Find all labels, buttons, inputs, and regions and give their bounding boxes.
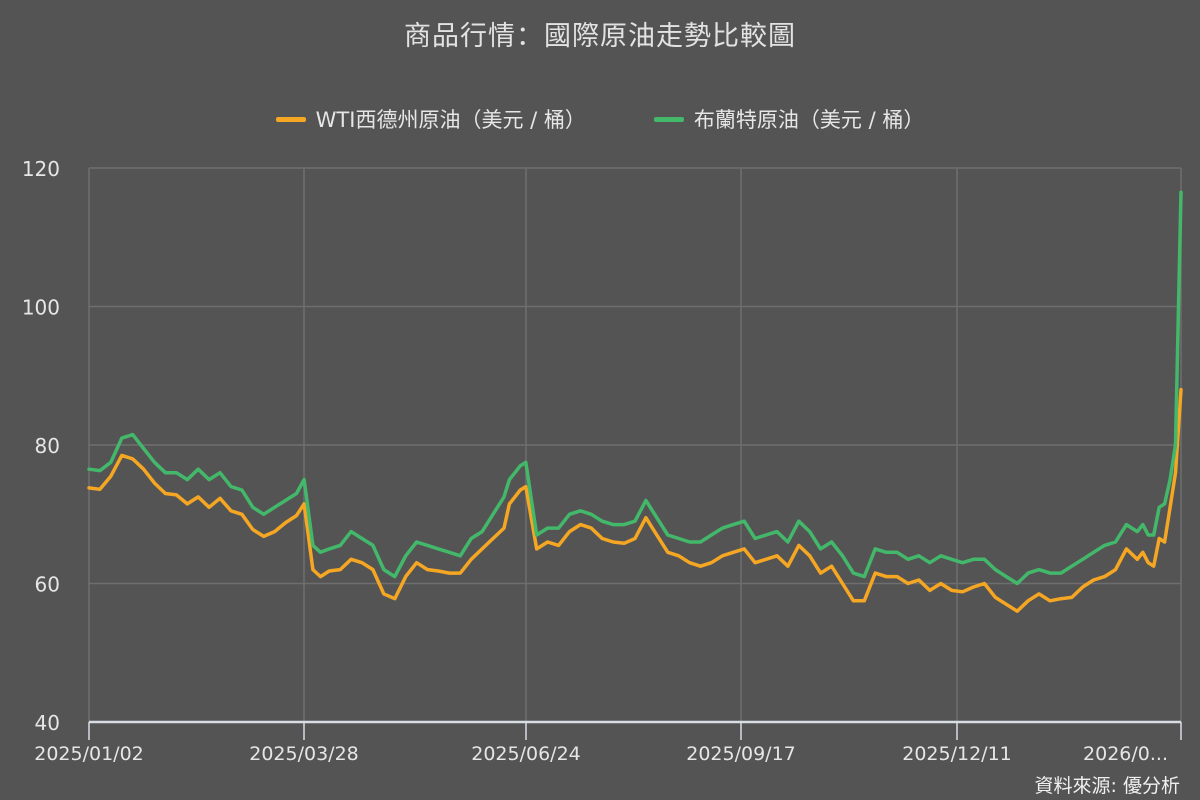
legend-item-wti[interactable]: WTI西德州原油（美元 / 桶） <box>275 104 586 134</box>
legend-label-wti: WTI西德州原油（美元 / 桶） <box>315 108 586 132</box>
wti-swatch-icon <box>275 116 306 122</box>
brent-line <box>87 190 1183 586</box>
y-tick-label: 40 <box>35 711 60 735</box>
x-tick-label: 2025/06/24 <box>471 743 581 765</box>
y-tick-label: 60 <box>35 573 60 597</box>
y-axis-labels: 40 60 80 100 120 <box>22 157 60 735</box>
x-tick-label: 2025/03/28 <box>249 743 359 765</box>
y-tick-label: 100 <box>22 296 60 320</box>
x-tick-label: 2025/09/17 <box>686 743 796 765</box>
chart-title: 商品行情：國際原油走勢比較圖 <box>404 21 796 52</box>
brent-swatch-icon <box>653 116 684 122</box>
axes <box>88 720 1182 740</box>
legend-item-brent[interactable]: 布蘭特原油（美元 / 桶） <box>653 104 925 134</box>
x-tick-label: 2025/01/02 <box>34 743 144 765</box>
data-source: 資料來源: 優分析 <box>1034 775 1180 797</box>
x-tick-label: 2025/12/11 <box>902 743 1012 765</box>
x-axis-labels: 2025/01/02 2025/03/28 2025/06/24 2025/09/17… <box>34 743 1168 765</box>
y-tick-label: 80 <box>35 434 60 458</box>
series-lines <box>87 190 1183 613</box>
gridlines <box>88 167 1182 722</box>
x-tick-label: 2026/0... <box>1083 743 1168 765</box>
legend: WTI西德州原油（美元 / 桶） 布蘭特原油（美元 / 桶） <box>0 104 1200 134</box>
y-tick-label: 120 <box>22 157 60 181</box>
wti-line <box>87 387 1183 613</box>
legend-label-brent: 布蘭特原油（美元 / 桶） <box>693 108 925 132</box>
